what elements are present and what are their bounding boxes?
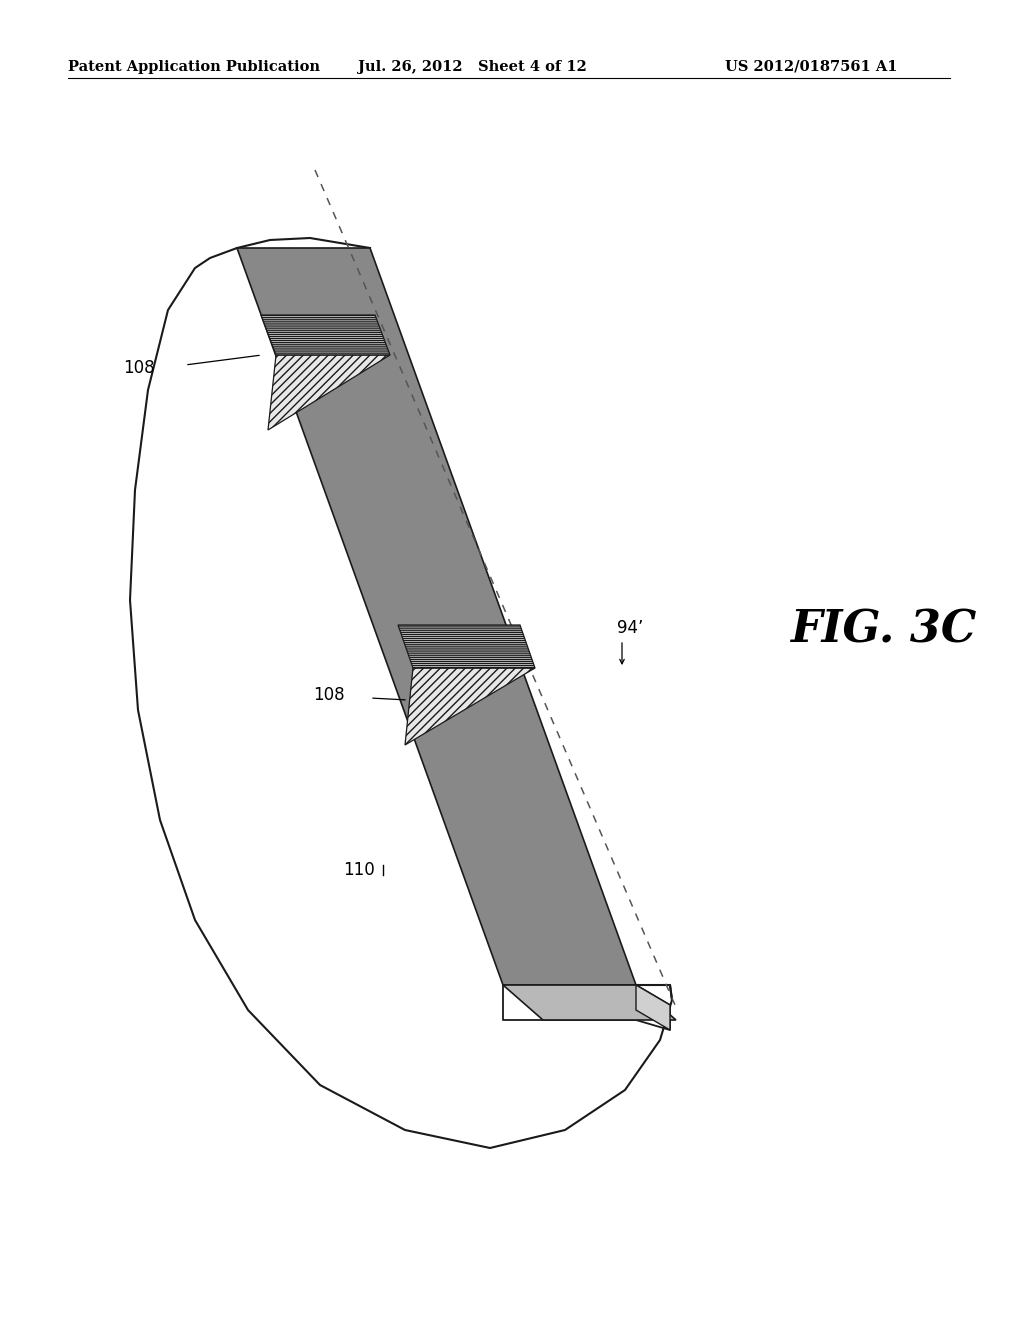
Text: 108: 108	[313, 686, 345, 704]
Polygon shape	[237, 248, 636, 985]
Text: 94’: 94’	[617, 619, 643, 638]
Text: 108: 108	[123, 359, 155, 378]
Polygon shape	[503, 985, 676, 1020]
Text: 110: 110	[343, 861, 375, 879]
Text: FIG. 3C: FIG. 3C	[790, 609, 976, 652]
Text: Jul. 26, 2012   Sheet 4 of 12: Jul. 26, 2012 Sheet 4 of 12	[358, 59, 587, 74]
Polygon shape	[406, 668, 535, 744]
Polygon shape	[268, 355, 390, 430]
Polygon shape	[261, 315, 390, 355]
Polygon shape	[636, 985, 670, 1030]
Text: Patent Application Publication: Patent Application Publication	[68, 59, 319, 74]
Polygon shape	[398, 624, 535, 668]
Text: US 2012/0187561 A1: US 2012/0187561 A1	[725, 59, 897, 74]
